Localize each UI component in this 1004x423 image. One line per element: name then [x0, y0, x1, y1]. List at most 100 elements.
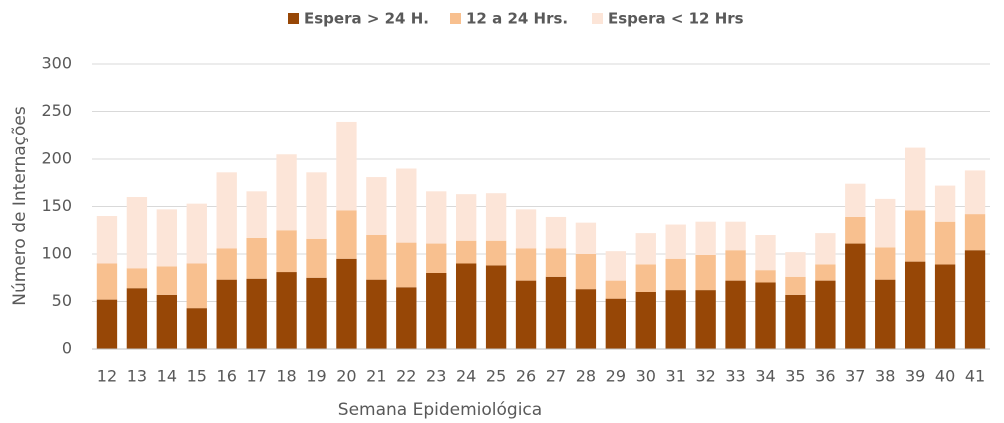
x-tick-label: 20 [336, 367, 356, 386]
bar-segment [575, 289, 597, 349]
bar-segment [964, 214, 986, 251]
legend-swatch [288, 13, 299, 24]
y-tick-label: 50 [52, 291, 72, 310]
bar-segment [755, 270, 776, 283]
bar-segment [755, 282, 776, 349]
bar-segment [815, 264, 836, 281]
bar-segment [246, 278, 267, 349]
x-tick-label: 22 [396, 367, 416, 386]
bar-segment [216, 279, 237, 349]
bar-segment [396, 168, 417, 243]
legend-label: Espera > 24 H. [304, 10, 429, 28]
bar-segment [426, 243, 447, 273]
x-tick-label: 33 [725, 367, 745, 386]
y-tick-label: 250 [41, 101, 72, 120]
x-tick-label: 36 [815, 367, 835, 386]
bar-segment [964, 250, 986, 349]
bar-segment [276, 230, 297, 273]
x-tick-label: 39 [905, 367, 925, 386]
y-tick-label: 100 [41, 244, 72, 263]
bar-segment [785, 276, 806, 295]
bar-segment [336, 210, 357, 259]
bar-segment [725, 250, 746, 281]
x-tick-label: 40 [935, 367, 955, 386]
bar-segment [904, 261, 926, 349]
bar-segment [515, 248, 537, 281]
bar-segment [426, 191, 447, 244]
bar-segment [665, 290, 686, 349]
bar-segment [156, 294, 178, 349]
bar-segment [755, 235, 776, 271]
bar-segment [455, 240, 477, 264]
bar-segment [575, 222, 597, 254]
x-tick-label: 31 [666, 367, 686, 386]
x-tick-label: 28 [576, 367, 596, 386]
bar-segment [934, 221, 956, 265]
bar-segment [904, 210, 926, 262]
legend-swatch [450, 13, 461, 24]
bar-segment [366, 235, 387, 280]
bar-segment [725, 221, 746, 251]
bar-segment [605, 298, 627, 349]
bar-segment [306, 172, 327, 239]
x-tick-label: 32 [695, 367, 715, 386]
bar-segment [186, 203, 207, 264]
bar-segment [276, 154, 297, 231]
bar-segment [455, 263, 477, 349]
bar-segment [964, 170, 986, 215]
x-tick-label: 18 [276, 367, 296, 386]
bar-segment [426, 273, 447, 349]
y-tick-label: 300 [41, 54, 72, 73]
x-tick-label: 24 [456, 367, 476, 386]
y-tick-label: 200 [41, 149, 72, 168]
bar-segment [875, 247, 896, 280]
bar-segment [306, 277, 327, 349]
bar-segment [485, 265, 507, 349]
bar-segment [126, 288, 148, 349]
x-tick-label: 26 [516, 367, 536, 386]
bar-segment [635, 264, 656, 292]
bar-segment [96, 299, 118, 349]
bar-segment [695, 221, 716, 255]
x-tick-label: 13 [127, 367, 147, 386]
bar-segment [545, 216, 567, 249]
bar-segment [635, 292, 656, 349]
bar-segment [126, 197, 148, 269]
bar-segment [845, 243, 866, 349]
legend-label: Espera < 12 Hrs [608, 10, 744, 28]
x-tick-label: 19 [306, 367, 326, 386]
x-tick-label: 38 [875, 367, 895, 386]
x-tick-label: 37 [845, 367, 865, 386]
x-axis-title: Semana Epidemiológica [338, 400, 542, 420]
bar-segment [276, 272, 297, 349]
bar-segment [366, 177, 387, 235]
bar-segment [665, 258, 686, 291]
x-tick-label: 15 [187, 367, 207, 386]
bar-segment [785, 252, 806, 277]
y-tick-label: 0 [62, 339, 72, 358]
bar-segment [875, 279, 896, 349]
bar-segment [845, 216, 866, 244]
bar-segment [246, 237, 267, 279]
bar-segment [515, 209, 537, 249]
legend-swatch [592, 13, 603, 24]
bar-segment [216, 248, 237, 280]
x-tick-label: 41 [965, 367, 985, 386]
bar-segment [815, 233, 836, 265]
bar-segment [485, 240, 507, 266]
bar-segment [815, 280, 836, 349]
bar-segment [306, 238, 327, 278]
bar-segment [396, 287, 417, 349]
x-tick-label: 34 [755, 367, 775, 386]
x-tick-label: 17 [246, 367, 266, 386]
x-tick-label: 35 [785, 367, 805, 386]
y-tick-label: 150 [41, 196, 72, 215]
bar-segment [904, 147, 926, 211]
bar-segment [366, 279, 387, 349]
bar-segment [336, 121, 357, 211]
bar-segment [934, 185, 956, 222]
bar-segment [605, 280, 627, 299]
bar-segment [605, 251, 627, 281]
y-axis-title: Número de Internações [10, 106, 30, 306]
bar-segment [725, 280, 746, 349]
